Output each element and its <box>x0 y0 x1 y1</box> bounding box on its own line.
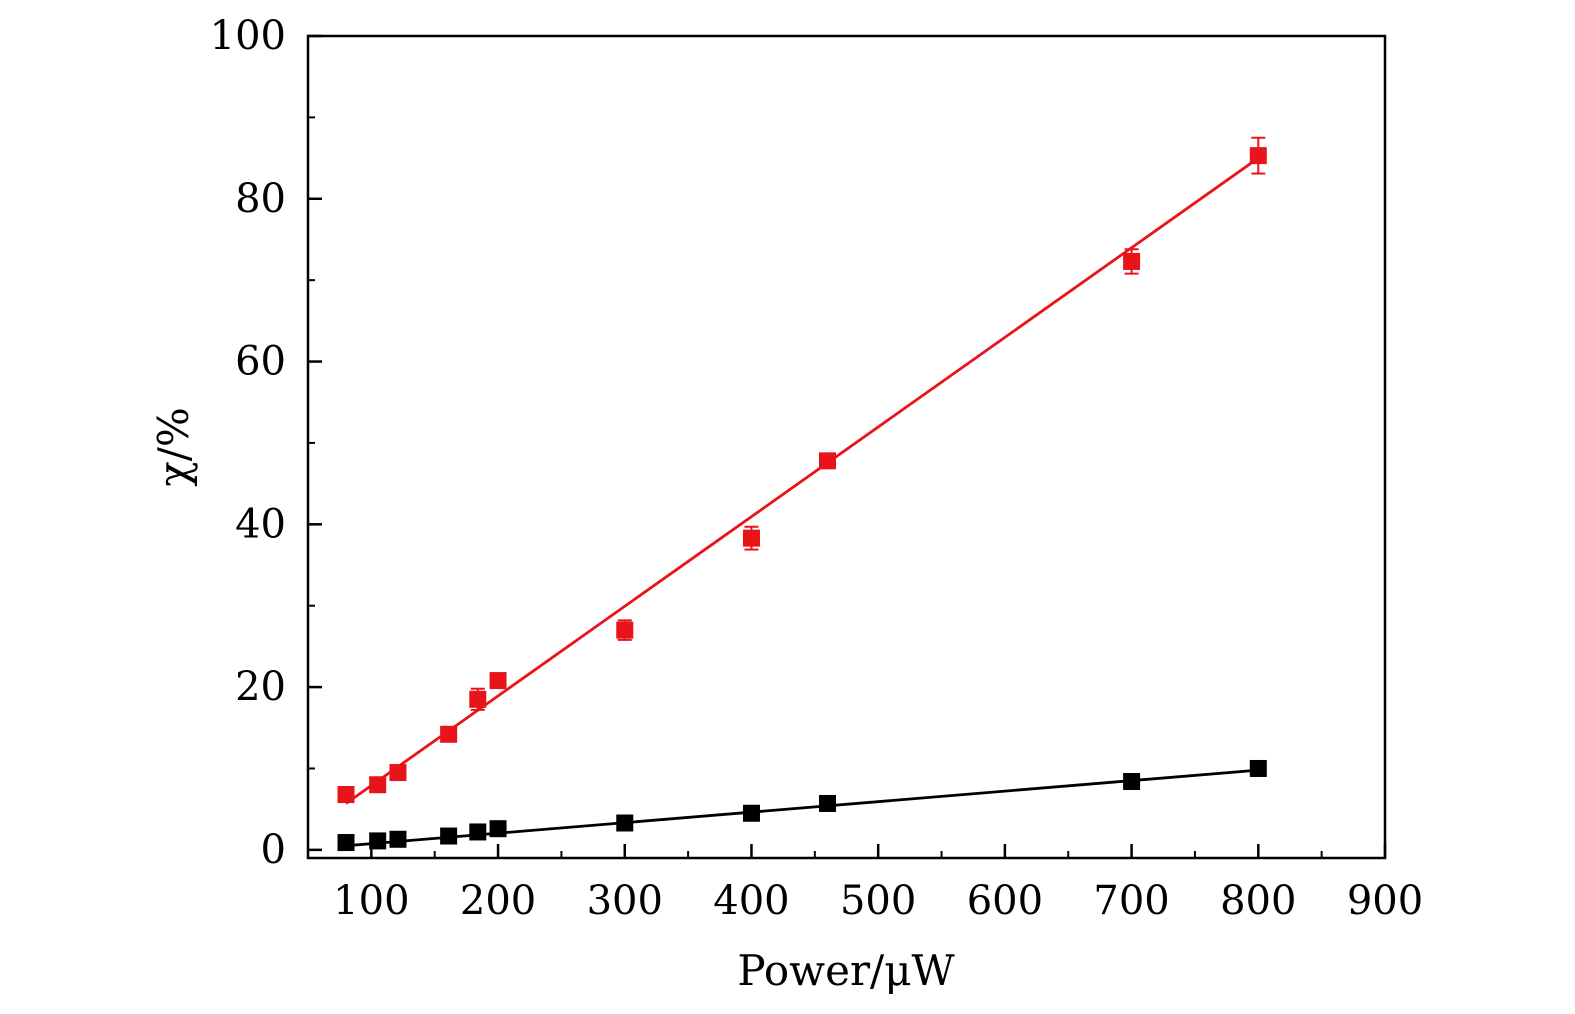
data-point <box>1249 147 1267 165</box>
y-tick-label: 20 <box>235 664 286 710</box>
data-point <box>616 814 634 832</box>
data-point <box>742 804 760 822</box>
y-axis-ticks: 0 20 40 60 80 100 <box>210 13 322 873</box>
y-tick-label: 60 <box>235 339 286 385</box>
data-point <box>469 823 487 841</box>
data-point <box>1249 759 1267 777</box>
x-tick-label: 800 <box>1220 878 1296 924</box>
x-tick-label: 100 <box>333 878 409 924</box>
data-point <box>389 830 407 848</box>
x-tick-label: 700 <box>1093 878 1169 924</box>
data-point <box>337 786 355 804</box>
data-point <box>1123 252 1141 270</box>
x-tick-label: 600 <box>967 878 1043 924</box>
series-layer <box>337 136 1267 852</box>
data-point <box>469 690 487 708</box>
y-tick-label: 100 <box>210 13 286 59</box>
data-point <box>389 764 407 782</box>
x-tick-label: 400 <box>713 878 789 924</box>
y-tick-label: 80 <box>235 176 286 222</box>
data-point <box>440 827 458 845</box>
data-point <box>369 832 387 850</box>
data-point <box>489 820 507 838</box>
x-axis-title: Power/μW <box>737 946 955 995</box>
x-axis-ticks: 100 200 300 400 500 600 700 800 900 <box>333 844 1423 924</box>
x-tick-label: 200 <box>460 878 536 924</box>
data-point <box>489 672 507 690</box>
data-point <box>1123 772 1141 790</box>
x-tick-label: 300 <box>587 878 663 924</box>
x-tick-label: 500 <box>840 878 916 924</box>
y-tick-label: 40 <box>235 501 286 547</box>
series-2 <box>337 759 1267 852</box>
data-point <box>440 725 458 743</box>
plot-frame <box>306 34 1387 860</box>
y-tick-label: 0 <box>261 827 286 873</box>
data-point <box>742 529 760 547</box>
data-point <box>337 834 355 852</box>
series-1 <box>337 136 1267 805</box>
data-point <box>369 776 387 794</box>
y-axis-title: χ/% <box>149 407 198 487</box>
data-point <box>616 621 634 639</box>
x-tick-label: 900 <box>1347 878 1423 924</box>
data-point <box>818 794 836 812</box>
fit-line <box>345 156 1260 805</box>
data-point <box>818 452 836 470</box>
